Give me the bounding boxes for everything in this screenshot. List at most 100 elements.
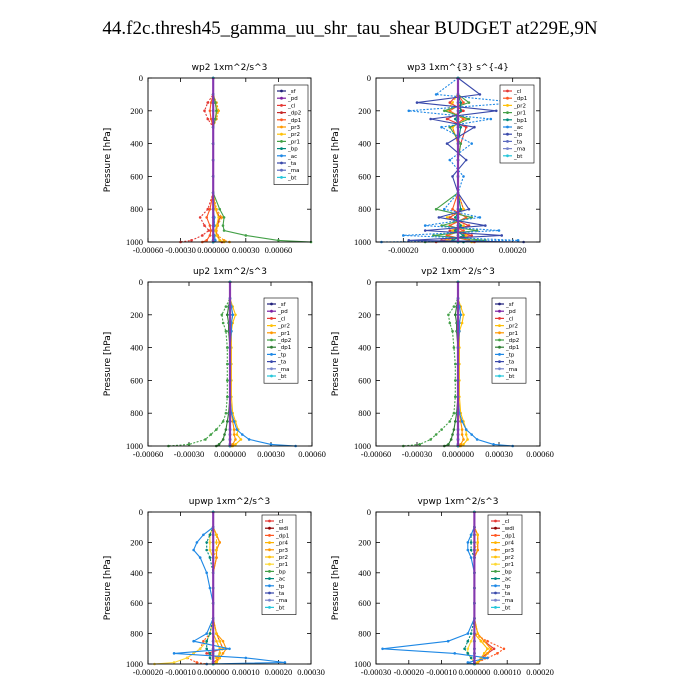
legend-marker [280,168,283,172]
legend-marker [494,584,497,588]
legend-marker [280,125,283,129]
data-point [214,207,217,211]
x-tick-label: -0.00020 [388,245,418,255]
data-point [451,101,454,104]
legend-marker [506,154,509,158]
chart-title: vp2 1xm^2/s^3 [421,267,495,277]
chart-panel-6: vpwp 1xm^2/s^3 Pressure [hPa] 0 200 400 600 80… [331,497,554,677]
data-point [462,101,465,104]
legend-marker [498,317,501,320]
data-point [462,207,465,211]
data-point [205,548,208,552]
data-point [448,109,452,113]
data-point [453,420,457,423]
legend-marker [270,302,273,306]
data-point [464,428,468,431]
data-point [464,234,468,237]
legend-label: _pr1 [501,562,514,568]
data-point [429,438,432,441]
data-point [500,234,504,237]
legend-marker [498,324,501,327]
data-point [224,305,228,308]
legend-marker [270,338,273,342]
legend-label: _cl [275,519,284,525]
legend-label: _ta [277,360,286,366]
x-tick-label: 0.00060 [526,449,554,459]
data-point [269,443,273,446]
data-point [447,313,450,317]
y-tick-label: 1000 [354,237,371,247]
data-point [244,656,248,660]
data-point [469,533,473,537]
data-point [192,639,195,643]
page-title: 44.f2c.thresh45_gamma_uu_shr_tau_shear B… [102,18,598,39]
data-point [476,548,479,552]
data-point [221,420,225,423]
x-tick-label: 0.000000 [197,667,229,677]
legend-label: _tp [277,352,287,358]
data-point [215,639,218,643]
chart-title: vpwp 1xm^2/s^3 [417,497,498,507]
data-point [381,647,384,651]
legend-label: _ac [513,125,523,131]
data-point [205,639,208,643]
x-tick-label: 0.00030 [232,245,260,255]
data-point [204,438,207,441]
data-point [192,548,195,552]
legend-label: _ma [275,598,287,604]
data-point [232,433,236,436]
data-point [235,428,239,431]
y-tick-label: 0 [139,73,143,83]
legend-marker [498,345,501,349]
legend-marker [498,338,501,342]
data-point [215,224,218,227]
data-point [247,438,251,441]
data-point [225,379,229,382]
data-point [205,541,208,544]
y-tick-label: 0 [367,73,371,83]
x-tick-label: 0.000000 [442,245,474,255]
y-axis-label: Pressure [hPa] [331,128,341,193]
data-point [215,556,218,559]
data-point [224,411,228,415]
data-point [451,207,454,211]
data-point [208,556,212,559]
legend-marker [498,367,501,371]
data-point [429,117,432,121]
data-point [221,321,225,325]
legend-marker [280,96,283,100]
chart-panel-3: up2 1xm^2/s^3 Pressure [hPa] 0 200 400 600 800… [103,267,326,459]
data-point [206,101,210,104]
legend-label: _ac [501,577,511,583]
data-point [447,443,450,446]
legend-marker [494,570,497,573]
legend-marker [506,125,509,129]
chart-title: wp2 1xm^2/s^3 [192,63,268,73]
chart-panel-5: upwp 1xm^2/s^3 Pressure [hPa] 0 200 400 600 80… [103,497,325,677]
x-tick-label: 0.00030 [297,667,325,677]
data-point [218,639,222,643]
y-tick-label: 0 [139,507,143,517]
legend-marker [494,606,497,609]
data-point [445,234,449,237]
x-tick-label: -0.00030 [361,667,391,677]
legend-marker [494,526,497,530]
data-point [215,656,218,660]
legend-label: _sf [505,302,515,308]
x-tick-label: -0.00030 [402,449,432,459]
data-point [223,433,226,436]
legend-label: _pr1 [275,562,288,568]
legend: _cl_wdi_dp1_pr4_pr3_pr2_pr1_bp_ac_tp_ta_… [261,514,297,615]
x-tick-label: -0.00010 [165,667,195,677]
data-point [434,93,438,96]
data-point [221,224,225,227]
data-point [244,234,248,237]
data-point [459,224,463,227]
legend-label: _pr3 [501,548,515,554]
data-point [239,438,243,441]
x-tick-label: 0.00030 [257,449,285,459]
legend-label: _pr2 [505,324,518,330]
legend: _sf_pd_cl _pr2_pr1_dp2_dp1_tp _ta_ma_bt [263,297,299,384]
data-point [470,234,473,237]
legend-label: _ta [505,360,514,366]
